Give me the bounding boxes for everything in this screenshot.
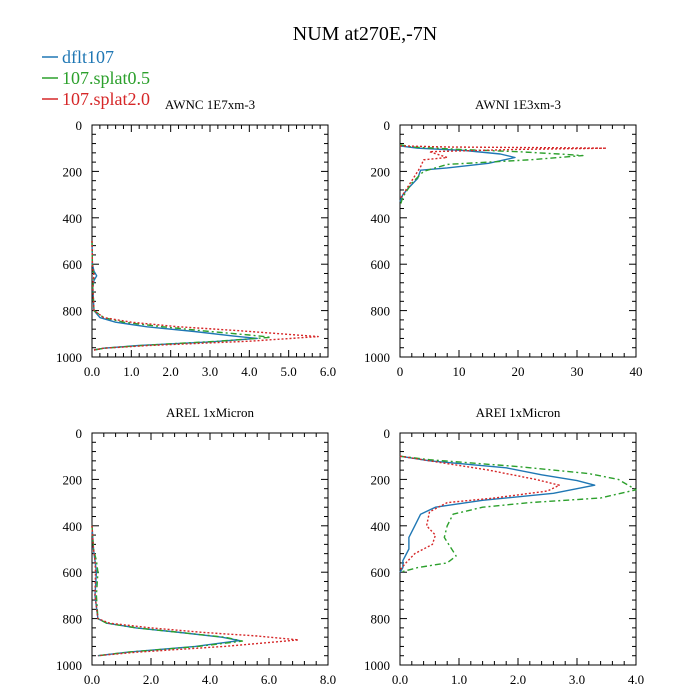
legend-label-splat05: 107.splat0.5 [62,68,150,88]
x-tick-label: 6.0 [261,672,277,687]
series-line-107-splat0-5 [91,240,272,351]
x-tick-label: 10 [453,364,466,379]
y-tick-label: 1000 [364,350,390,365]
series-line-107-splat0-5 [399,144,584,207]
y-tick-label: 600 [63,565,83,580]
y-tick-label: 200 [63,472,83,487]
x-tick-label: 40 [630,364,643,379]
x-tick-label: 20 [512,364,525,379]
y-tick-label: 0 [76,118,83,133]
panel-title: AREI 1xMicron [476,405,561,420]
y-tick-label: 0 [384,426,391,441]
panel-title: AWNI 1E3xm-3 [475,97,561,112]
y-tick-label: 600 [371,257,391,272]
series-line-107-splat2-0 [91,525,300,657]
series-line-dflt107 [91,240,258,351]
y-tick-label: 400 [371,211,391,226]
y-tick-label: 1000 [56,350,82,365]
x-tick-label: 4.0 [628,672,644,687]
x-tick-label: 4.0 [241,364,257,379]
y-tick-label: 800 [371,304,391,319]
y-tick-label: 600 [63,257,83,272]
x-tick-label: 0.0 [84,364,100,379]
y-tick-label: 1000 [364,658,390,673]
legend-label-dflt107: dflt107 [62,47,114,67]
x-tick-label: 6.0 [320,364,336,379]
y-tick-label: 200 [371,472,391,487]
panel-title: AWNC 1E7xm-3 [165,97,255,112]
x-tick-label: 0.0 [392,672,408,687]
x-tick-label: 0.0 [84,672,100,687]
series-line-107-splat2-0 [399,145,608,200]
y-tick-label: 0 [384,118,391,133]
x-tick-label: 3.0 [202,364,218,379]
y-tick-label: 200 [63,164,83,179]
y-tick-label: 200 [371,164,391,179]
y-tick-label: 800 [371,612,391,627]
series-line-107-splat0-5 [91,525,244,657]
x-tick-label: 2.0 [143,672,159,687]
series-line-dflt107 [399,455,596,573]
panel-1: AWNC 1E7xm-3 0.0 1.0 2.0 3.0 4.0 5.0 6.0 0 200 400… [56,97,336,379]
x-tick-label: 0 [397,364,404,379]
x-tick-label: 5.0 [281,364,297,379]
x-tick-label: 2.0 [163,364,179,379]
legend: dflt107 107.splat0.5 107.splat2.0 [42,47,150,109]
series-line-107-splat2-0 [91,240,319,351]
y-tick-label: 1000 [56,658,82,673]
y-tick-label: 400 [371,519,391,534]
y-tick-label: 0 [76,426,83,441]
series-line-dflt107 [399,145,516,202]
x-tick-label: 1.0 [123,364,139,379]
plot-frame [91,432,329,666]
legend-label-splat20: 107.splat2.0 [62,89,150,109]
x-tick-label: 4.0 [202,672,218,687]
panel-4: AREI 1xMicron 0.0 1.0 2.0 3.0 4.0 0 200 400 600 80… [364,405,644,687]
x-tick-label: 2.0 [510,672,526,687]
x-tick-label: 1.0 [451,672,467,687]
series-line-107-splat2-0 [399,455,560,571]
y-tick-label: 400 [63,211,83,226]
y-tick-label: 600 [371,565,391,580]
main-title: NUM at270E,-7N [293,23,437,45]
y-tick-label: 800 [63,304,83,319]
panel-title: AREL 1xMicron [166,405,254,420]
y-tick-label: 400 [63,519,83,534]
panel-3: AREL 1xMicron 0.0 2.0 4.0 6.0 8.0 0 200 400 600 80… [56,405,336,687]
y-tick-label: 800 [63,612,83,627]
x-tick-label: 8.0 [320,672,336,687]
x-tick-label: 3.0 [569,672,585,687]
series-line-107-splat0-5 [399,455,637,573]
plot-frame [399,432,637,666]
x-tick-label: 30 [571,364,584,379]
